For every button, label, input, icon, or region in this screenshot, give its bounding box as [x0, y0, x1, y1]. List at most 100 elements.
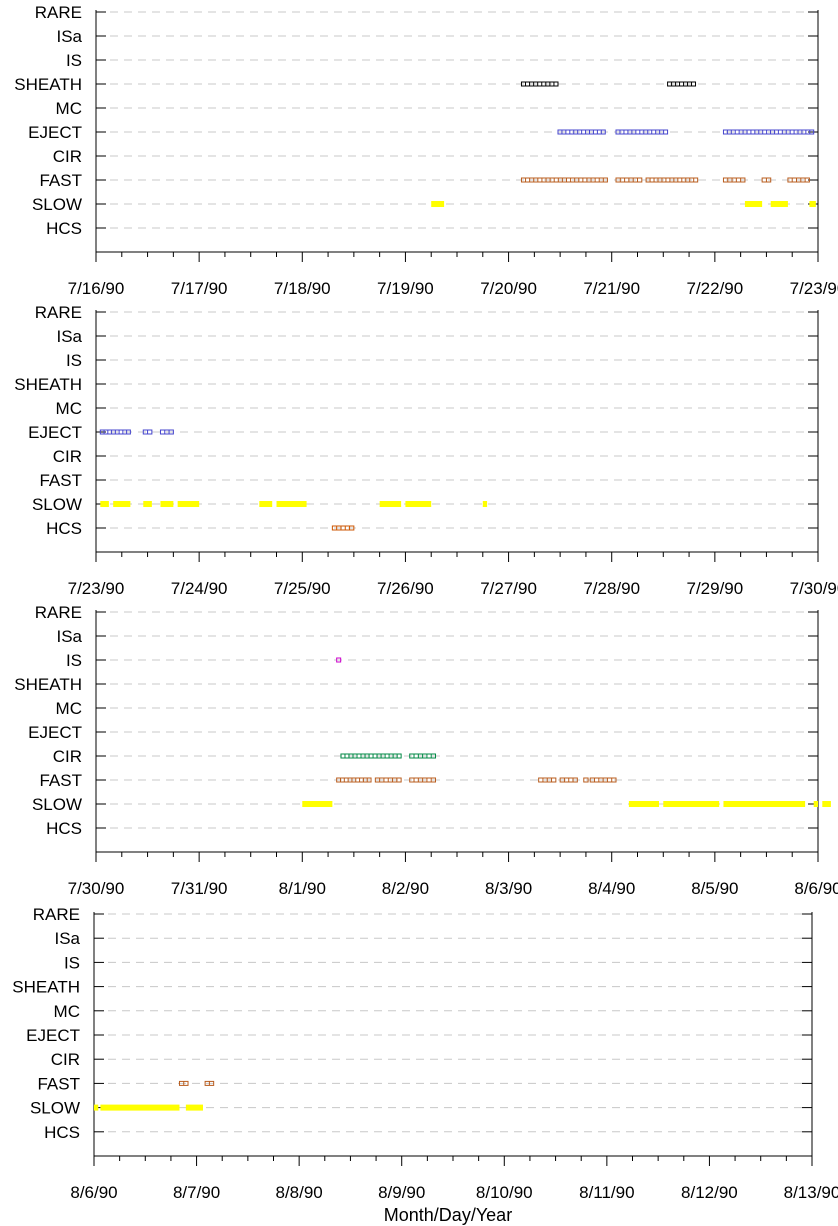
- y-tick-label: IS: [64, 953, 80, 972]
- box-bar-outline: [336, 777, 372, 783]
- x-tick-label: 7/25/90: [274, 579, 331, 598]
- y-tick-label: SLOW: [32, 495, 82, 514]
- segment-slow: [143, 501, 152, 507]
- segment-slow: [482, 501, 488, 507]
- y-tick-label: SLOW: [32, 795, 82, 814]
- x-tick-label: 7/23/90: [790, 279, 838, 298]
- slow-bar: [809, 201, 816, 207]
- slow-bar: [628, 801, 659, 807]
- box-bar-outline: [722, 129, 815, 135]
- slow-bar: [744, 201, 763, 207]
- x-tick-label: 7/19/90: [377, 279, 434, 298]
- segment-cir: [409, 753, 437, 759]
- y-tick-label: SHEATH: [12, 978, 80, 997]
- y-tick-label: SHEATH: [14, 675, 82, 694]
- x-tick-label: 7/30/90: [68, 879, 125, 898]
- x-tick-label: 8/2/90: [382, 879, 429, 898]
- segment-slow: [663, 801, 720, 807]
- chart-panels: RARE ISa IS SHEATH MC EJECT CIR FAST SLOW HCS 7/16…: [12, 3, 838, 1202]
- slow-bar: [276, 501, 307, 507]
- y-tick-label: EJECT: [26, 1026, 80, 1045]
- y-tick-label: SHEATH: [14, 75, 82, 94]
- slow-bar: [822, 801, 831, 807]
- y-tick-label: FAST: [39, 771, 82, 790]
- x-tick-label: 8/10/90: [476, 1183, 533, 1202]
- segment-sheath: [520, 81, 559, 87]
- segment-fast: [409, 777, 437, 783]
- slow-bar: [177, 501, 200, 507]
- y-tick-label: RARE: [35, 3, 82, 22]
- segment-eject: [557, 129, 606, 135]
- x-tick-label: 7/16/90: [68, 279, 125, 298]
- x-tick-label: 8/7/90: [173, 1183, 220, 1202]
- segment-slow: [302, 801, 333, 807]
- x-axis-label: Month/Day/Year: [384, 1205, 512, 1225]
- y-tick-label: FAST: [39, 171, 82, 190]
- box-bar-outline: [645, 177, 699, 183]
- panel-3: RARE ISa IS SHEATH MC EJECT CIR FAST SLOW HCS 7/30…: [14, 603, 838, 898]
- y-tick-label: CIR: [53, 747, 82, 766]
- x-tick-label: 7/17/90: [171, 279, 228, 298]
- slow-bar: [259, 501, 273, 507]
- x-tick-label: 8/11/90: [579, 1183, 634, 1202]
- x-tick-label: 7/22/90: [686, 279, 743, 298]
- slow-bar: [143, 501, 152, 507]
- segment-fast: [787, 177, 810, 183]
- y-tick-label: ISa: [56, 27, 82, 46]
- segment-fast: [722, 177, 746, 183]
- x-tick-label: 7/20/90: [480, 279, 537, 298]
- y-tick-label: MC: [56, 699, 82, 718]
- y-tick-label: RARE: [35, 303, 82, 322]
- y-tick-label: EJECT: [28, 723, 82, 742]
- segment-fast: [204, 1080, 215, 1086]
- segment-slow: [160, 501, 174, 507]
- x-tick-label: 7/31/90: [171, 879, 228, 898]
- slow-bar: [185, 1104, 203, 1111]
- x-tick-label: 8/5/90: [691, 879, 738, 898]
- slow-bar: [160, 501, 174, 507]
- box-bar-outline: [159, 429, 174, 435]
- box-bar-outline: [520, 81, 559, 87]
- segment-slow: [744, 201, 763, 207]
- x-tick-label: 8/6/90: [794, 879, 838, 898]
- y-tick-label: CIR: [51, 1050, 80, 1069]
- slow-bar: [813, 801, 818, 807]
- panel-4: RARE ISa IS SHEATH MC EJECT CIR FAST SLOW HCS 8/6/…: [12, 905, 838, 1202]
- segment-slow: [113, 501, 131, 507]
- y-tick-label: HCS: [44, 1123, 80, 1142]
- y-tick-label: FAST: [39, 471, 82, 490]
- segment-fast: [559, 777, 578, 783]
- x-tick-label: 8/9/90: [378, 1183, 425, 1202]
- y-tick-label: SLOW: [30, 1099, 80, 1118]
- segment-slow: [813, 801, 818, 807]
- x-tick-label: 8/13/90: [784, 1183, 838, 1202]
- x-tick-label: 8/3/90: [485, 879, 532, 898]
- segment-slow: [431, 201, 445, 207]
- slow-bar: [405, 501, 432, 507]
- segment-is: [336, 657, 342, 663]
- segment-slow: [628, 801, 659, 807]
- slow-bar: [113, 501, 131, 507]
- x-tick-label: 7/27/90: [480, 579, 537, 598]
- x-tick-label: 7/26/90: [377, 579, 434, 598]
- segment-slow: [723, 801, 806, 807]
- y-tick-label: IS: [66, 51, 82, 70]
- segment-slow: [822, 801, 831, 807]
- y-tick-label: SHEATH: [14, 375, 82, 394]
- slow-bar: [379, 501, 402, 507]
- x-tick-label: 7/29/90: [686, 579, 743, 598]
- segment-fast: [178, 1080, 189, 1086]
- box-bar-outline: [667, 81, 697, 87]
- segment-eject: [99, 429, 131, 435]
- segment-cir: [340, 753, 402, 759]
- y-tick-label: HCS: [46, 819, 82, 838]
- slow-bar: [100, 501, 109, 507]
- slow-bar: [663, 801, 720, 807]
- x-tick-label: 8/1/90: [279, 879, 326, 898]
- segment-eject: [142, 429, 153, 435]
- y-tick-label: MC: [56, 399, 82, 418]
- y-tick-label: IS: [66, 351, 82, 370]
- segment-fast: [645, 177, 699, 183]
- box-bar-outline: [722, 177, 746, 183]
